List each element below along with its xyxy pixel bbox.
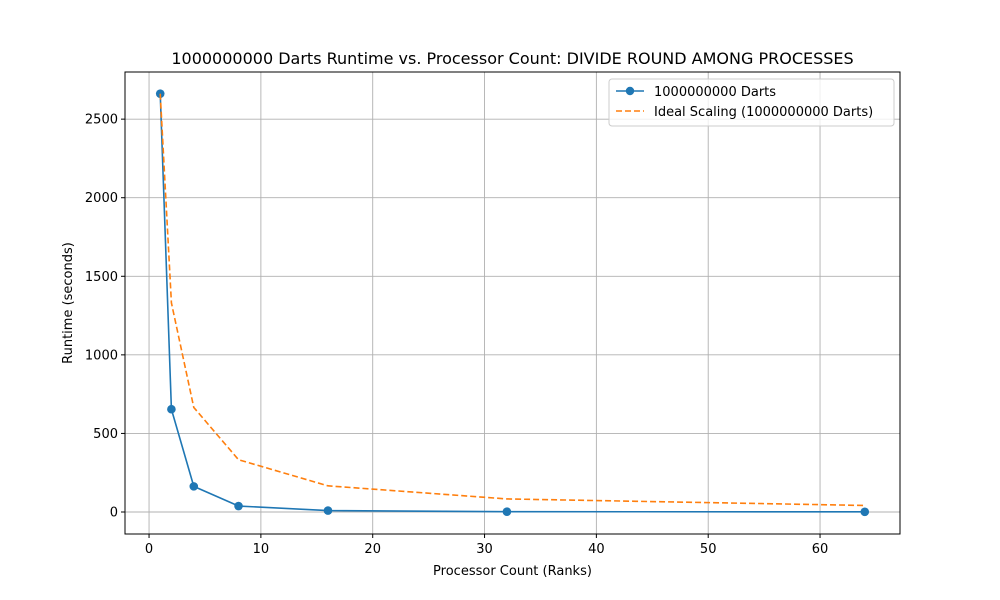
x-axis-label: Processor Count (Ranks) — [433, 564, 592, 579]
legend-label-darts: 1000000000 Darts — [654, 85, 776, 100]
data-point-darts — [860, 508, 869, 517]
y-tick-label: 2500 — [85, 113, 118, 128]
x-tick-label: 30 — [476, 542, 493, 557]
y-tick-label: 1500 — [85, 270, 118, 285]
chart-title: 1000000000 Darts Runtime vs. Processor C… — [171, 49, 853, 68]
data-point-darts — [324, 506, 333, 515]
legend-label-ideal: Ideal Scaling (1000000000 Darts) — [654, 105, 873, 120]
legend: 1000000000 Darts Ideal Scaling (10000000… — [609, 79, 894, 126]
x-tick-label: 20 — [364, 542, 381, 557]
y-tick-label: 2000 — [85, 191, 118, 206]
y-axis-label: Runtime (seconds) — [61, 242, 76, 364]
data-point-darts — [189, 482, 198, 491]
data-point-darts — [167, 405, 176, 414]
x-tick-label: 40 — [588, 542, 605, 557]
x-tick-label: 0 — [145, 542, 153, 557]
y-tick-label: 500 — [93, 427, 118, 442]
y-tick-label: 1000 — [85, 348, 118, 363]
y-tick-label: 0 — [110, 506, 118, 521]
data-point-darts — [234, 502, 243, 511]
data-point-darts — [503, 507, 512, 516]
x-tick-label: 10 — [253, 542, 270, 557]
x-tick-label: 60 — [812, 542, 829, 557]
x-tick-label: 50 — [700, 542, 717, 557]
legend-marker-darts — [626, 87, 634, 95]
